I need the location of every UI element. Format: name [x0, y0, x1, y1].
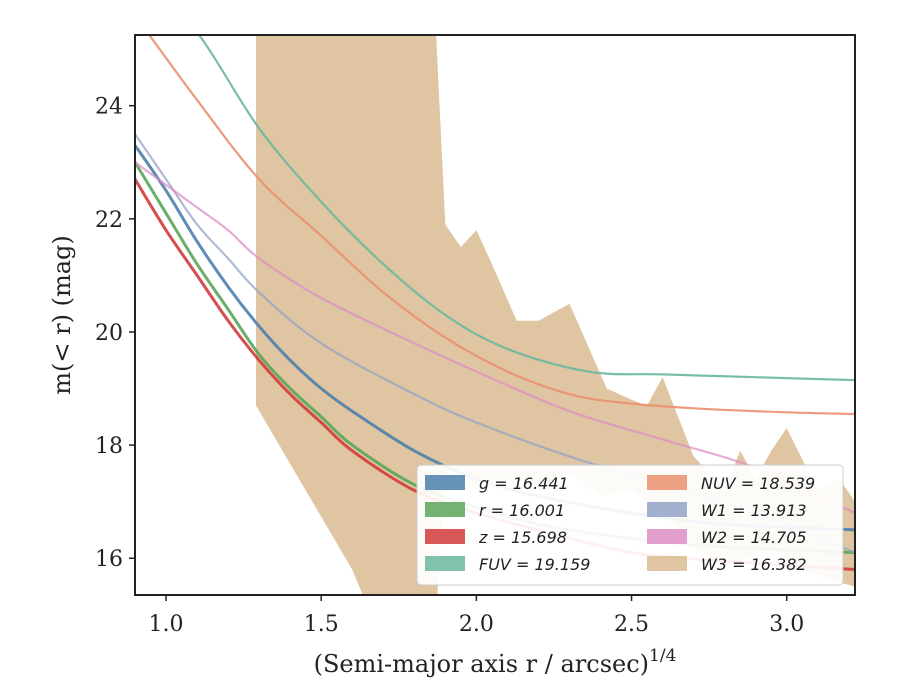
x-tick-label: 3.0 [769, 612, 804, 637]
legend-label: W1 = 13.913 [701, 501, 807, 520]
series-bands [256, 35, 855, 595]
legend-label: NUV = 18.539 [701, 474, 815, 493]
x-axis-label-exponent: 1/4 [649, 646, 676, 666]
legend-swatch [425, 556, 465, 571]
x-tick-label: 2.0 [459, 612, 494, 637]
legend-label: z = 15.698 [478, 528, 567, 547]
legend-swatch [647, 502, 687, 517]
y-tick-label: 18 [95, 434, 123, 459]
x-tick-label: 1.5 [304, 612, 339, 637]
y-tick-label: 20 [95, 321, 123, 346]
legend-label: g = 16.441 [479, 474, 569, 493]
legend: g = 16.441 r = 16.001 z = 15.698 FUV = 19.1… [416, 464, 844, 586]
y-tick-label: 24 [95, 95, 123, 120]
y-axis-label: m(< r) (mag) [48, 235, 76, 394]
legend-swatch [647, 529, 687, 544]
series-line-fuv [197, 35, 855, 382]
legend-swatch [647, 556, 687, 571]
legend-swatch [425, 475, 465, 490]
series-line-nuv [147, 35, 855, 416]
legend-box [416, 464, 844, 586]
series-line-w2 [135, 161, 855, 515]
legend-swatch [425, 502, 465, 517]
legend-label: W3 = 16.382 [701, 555, 807, 574]
legend-swatch [425, 529, 465, 544]
y-tick-label: 16 [95, 547, 123, 572]
x-tick-label: 1.0 [149, 612, 184, 637]
x-axis-label: (Semi-major axis r / arcsec)1/4 [314, 646, 677, 678]
axes: 1.0 1.5 2.0 2.5 3.0 16 18 20 22 24 (Semi-major axi… [48, 95, 804, 678]
legend-label: FUV = 19.159 [479, 555, 590, 574]
y-tick-label: 22 [95, 208, 123, 233]
x-tick-label: 2.5 [614, 612, 649, 637]
legend-swatch [647, 475, 687, 490]
legend-label: r = 16.001 [479, 501, 565, 520]
legend-label: W2 = 14.705 [701, 528, 807, 547]
w3-uncertainty-band [256, 35, 855, 595]
plot-frame [134, 34, 856, 596]
